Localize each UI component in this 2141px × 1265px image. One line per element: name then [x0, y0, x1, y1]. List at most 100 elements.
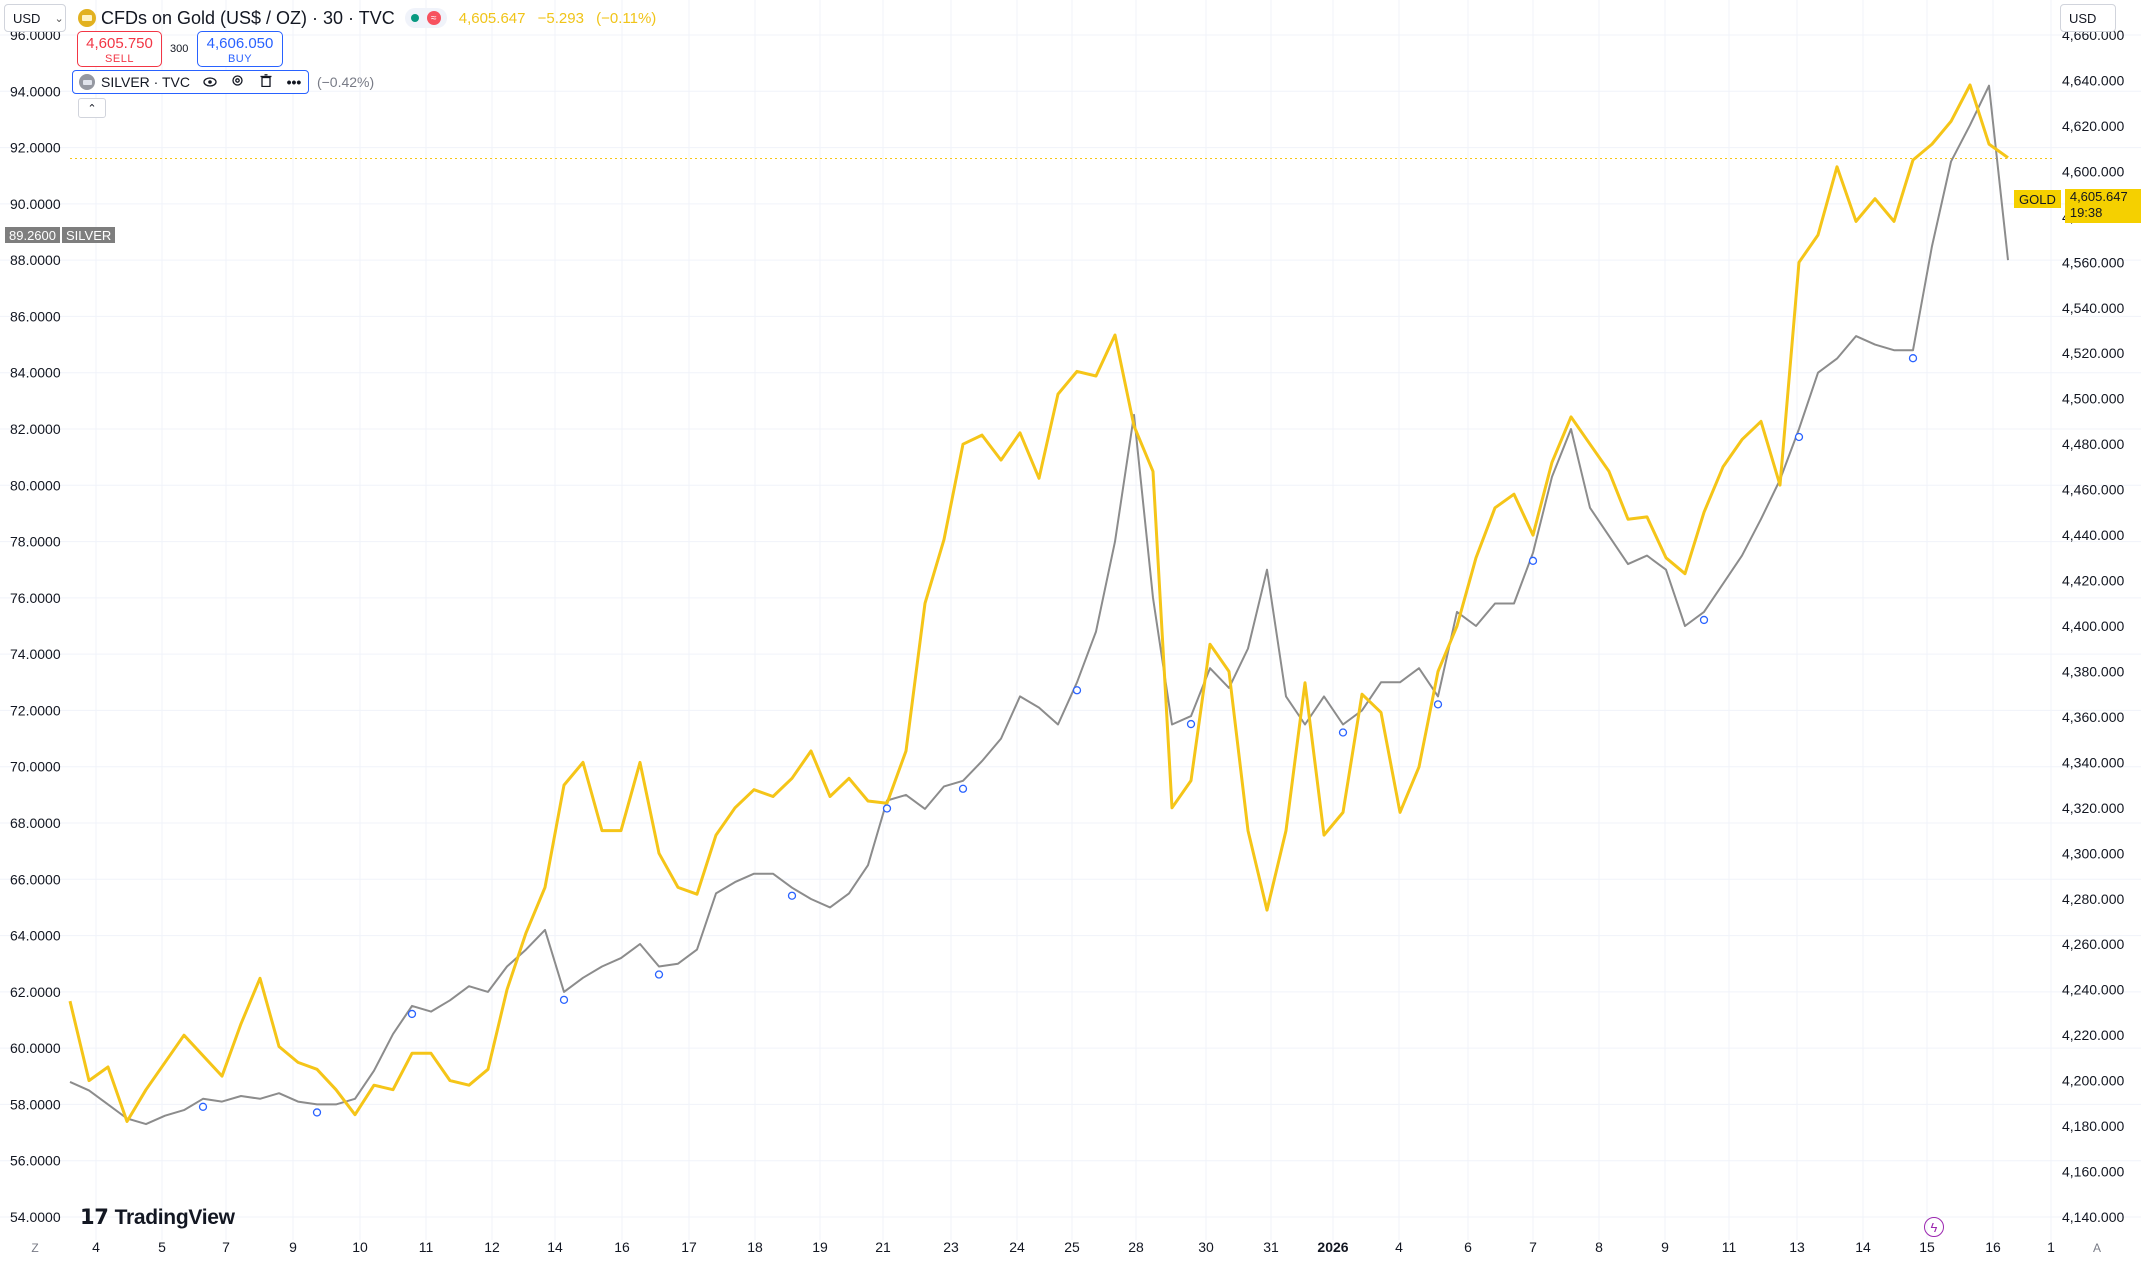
right-currency-label: USD — [2069, 10, 2097, 26]
gold-symbol-icon — [78, 9, 96, 27]
right-axis-tick: 4,160.000 — [2062, 1164, 2124, 1180]
dividend-marker — [1794, 432, 1804, 442]
right-axis-tick: 4,640.000 — [2062, 72, 2124, 88]
chevron-up-icon: ⌃ — [87, 102, 97, 115]
left-axis-tick: 88.0000 — [10, 252, 61, 268]
logo-text: TradingView — [114, 1205, 235, 1229]
right-axis-tick: 4,520.000 — [2062, 345, 2124, 361]
time-axis-tick: 13 — [1789, 1239, 1805, 1255]
dividend-marker — [407, 1009, 417, 1019]
time-axis-tick: 9 — [1661, 1239, 1669, 1255]
left-axis-tick: 54.0000 — [10, 1209, 61, 1225]
time-axis-tick: 11 — [1722, 1239, 1737, 1255]
gold-price-tag: GOLD 4,605.647 19:38 — [2014, 189, 2141, 223]
gold-tag-box: 4,605.647 19:38 — [2064, 189, 2141, 223]
eye-icon[interactable] — [202, 74, 218, 90]
time-axis-tick: 19 — [812, 1239, 828, 1255]
dividend-markers — [198, 354, 1918, 1117]
right-axis-tick: 4,220.000 — [2062, 1027, 2124, 1043]
delayed-data-icon: ≈ — [426, 11, 441, 25]
right-axis-tick: 4,400.000 — [2062, 618, 2124, 634]
time-axis-tick: 7 — [222, 1239, 230, 1255]
dividend-marker — [1338, 728, 1348, 737]
dividend-marker — [1699, 615, 1709, 625]
time-axis-tick: 7 — [1529, 1239, 1537, 1255]
time-axis-tick: 30 — [1198, 1239, 1214, 1255]
left-axis-tick: 76.0000 — [10, 590, 61, 606]
left-axis-tick: 58.0000 — [10, 1096, 61, 1112]
right-axis-tick: 4,480.000 — [2062, 436, 2124, 452]
time-axis-zoom-label: Z — [31, 1241, 38, 1255]
right-currency-button[interactable]: USD — [2060, 4, 2116, 32]
sell-price: 4,605.750 — [86, 35, 153, 52]
right-axis-tick: 4,320.000 — [2062, 800, 2124, 816]
symbol-title[interactable]: CFDs on Gold (US$ / OZ) · 30 · TVC — [101, 7, 395, 28]
left-axis-tick: 66.0000 — [10, 871, 61, 887]
legend-price: 4,605.647 — [458, 9, 526, 27]
silver-price-axis[interactable]: 96.000094.000092.000090.000088.000086.00… — [10, 27, 61, 1225]
silver-tag-label: SILVER — [62, 227, 116, 243]
chevron-down-icon: ⌄ — [54, 12, 64, 25]
right-axis-tick: 4,240.000 — [2062, 982, 2124, 998]
dividend-marker — [654, 970, 664, 979]
right-axis-tick: 4,180.000 — [2062, 1118, 2124, 1134]
right-axis-tick: 4,360.000 — [2062, 709, 2124, 725]
left-axis-tick: 68.0000 — [10, 815, 61, 831]
left-axis-tick: 90.0000 — [10, 196, 61, 212]
left-axis-tick: 92.0000 — [10, 140, 61, 156]
right-axis-tick: 4,620.000 — [2062, 118, 2124, 134]
time-axis-tick: 12 — [484, 1239, 500, 1255]
time-axis-tick: 16 — [1985, 1239, 2001, 1255]
left-axis-tick: 62.0000 — [10, 984, 61, 1000]
silver-legend-row[interactable]: SILVER · TVC ••• (−0.42%) — [72, 70, 374, 94]
buy-button[interactable]: 4,606.050 BUY — [197, 31, 283, 67]
tradingview-logo[interactable]: 𝟭𝟳 TradingView — [80, 1205, 235, 1230]
time-axis-tick: 10 — [352, 1239, 368, 1255]
time-axis-tick: 25 — [1064, 1239, 1080, 1255]
silver-legend-box[interactable]: SILVER · TVC ••• — [72, 70, 309, 94]
right-axis-tick: 4,420.000 — [2062, 573, 2124, 589]
time-axis-tick: 21 — [875, 1239, 891, 1255]
delete-icon[interactable] — [258, 74, 274, 90]
time-axis-tick: 14 — [547, 1239, 563, 1255]
collapse-legend-button[interactable]: ⌃ — [78, 98, 106, 118]
silver-price-tag: 89.2600 SILVER — [5, 227, 116, 243]
gold-price-axis[interactable]: 4,660.0004,640.0004,620.0004,600.0004,58… — [2062, 27, 2124, 1225]
gold-tag-price: 4,605.647 — [2069, 189, 2128, 204]
right-axis-tick: 4,600.000 — [2062, 163, 2124, 179]
time-axis-tick: 11 — [419, 1239, 434, 1255]
right-axis-tick: 4,500.000 — [2062, 391, 2124, 407]
dividend-marker — [198, 1102, 208, 1111]
right-axis-tick: 4,300.000 — [2062, 845, 2124, 861]
market-status-pill[interactable]: ≈ — [404, 8, 447, 28]
left-axis-tick: 94.0000 — [10, 83, 61, 99]
time-axis-tick: 4 — [1395, 1239, 1403, 1255]
silver-change-pct: (−0.42%) — [316, 74, 375, 90]
left-currency-button[interactable]: USD ⌄ — [4, 4, 66, 32]
time-axis-tick: 6 — [1464, 1239, 1472, 1255]
dividend-marker — [1186, 719, 1196, 729]
time-axis[interactable]: 4 5 7 9 10 11 12 14 16 17 18 19 21 23 24 25 28 30 31 2026 4 6… — [31, 1239, 2101, 1255]
left-axis-tick: 86.0000 — [10, 308, 61, 324]
left-axis-tick: 60.0000 — [10, 1040, 61, 1056]
main-legend[interactable]: CFDs on Gold (US$ / OZ) · 30 · TVC ≈ 4,6… — [78, 6, 664, 30]
buy-price: 4,606.050 — [206, 35, 274, 52]
dividend-marker — [787, 891, 797, 900]
silver-name[interactable]: SILVER · TVC — [101, 74, 190, 90]
gold-tag-label: GOLD — [2014, 190, 2061, 208]
dividend-marker — [958, 784, 968, 793]
flash-icon[interactable]: ϟ — [1924, 1217, 1944, 1237]
settings-icon[interactable] — [230, 74, 246, 90]
more-icon[interactable]: ••• — [286, 74, 302, 90]
dividend-marker — [1528, 556, 1538, 565]
left-axis-tick: 56.0000 — [10, 1153, 61, 1169]
dividend-marker — [882, 804, 892, 813]
sell-button[interactable]: 4,605.750 SELL — [77, 31, 162, 67]
right-axis-tick: 4,460.000 — [2062, 482, 2124, 498]
tradingview-logo-icon: 𝟭𝟳 — [80, 1206, 109, 1229]
left-axis-tick: 72.0000 — [10, 702, 61, 718]
time-axis-tick: 5 — [158, 1239, 166, 1255]
time-axis-tick: 16 — [614, 1239, 630, 1255]
